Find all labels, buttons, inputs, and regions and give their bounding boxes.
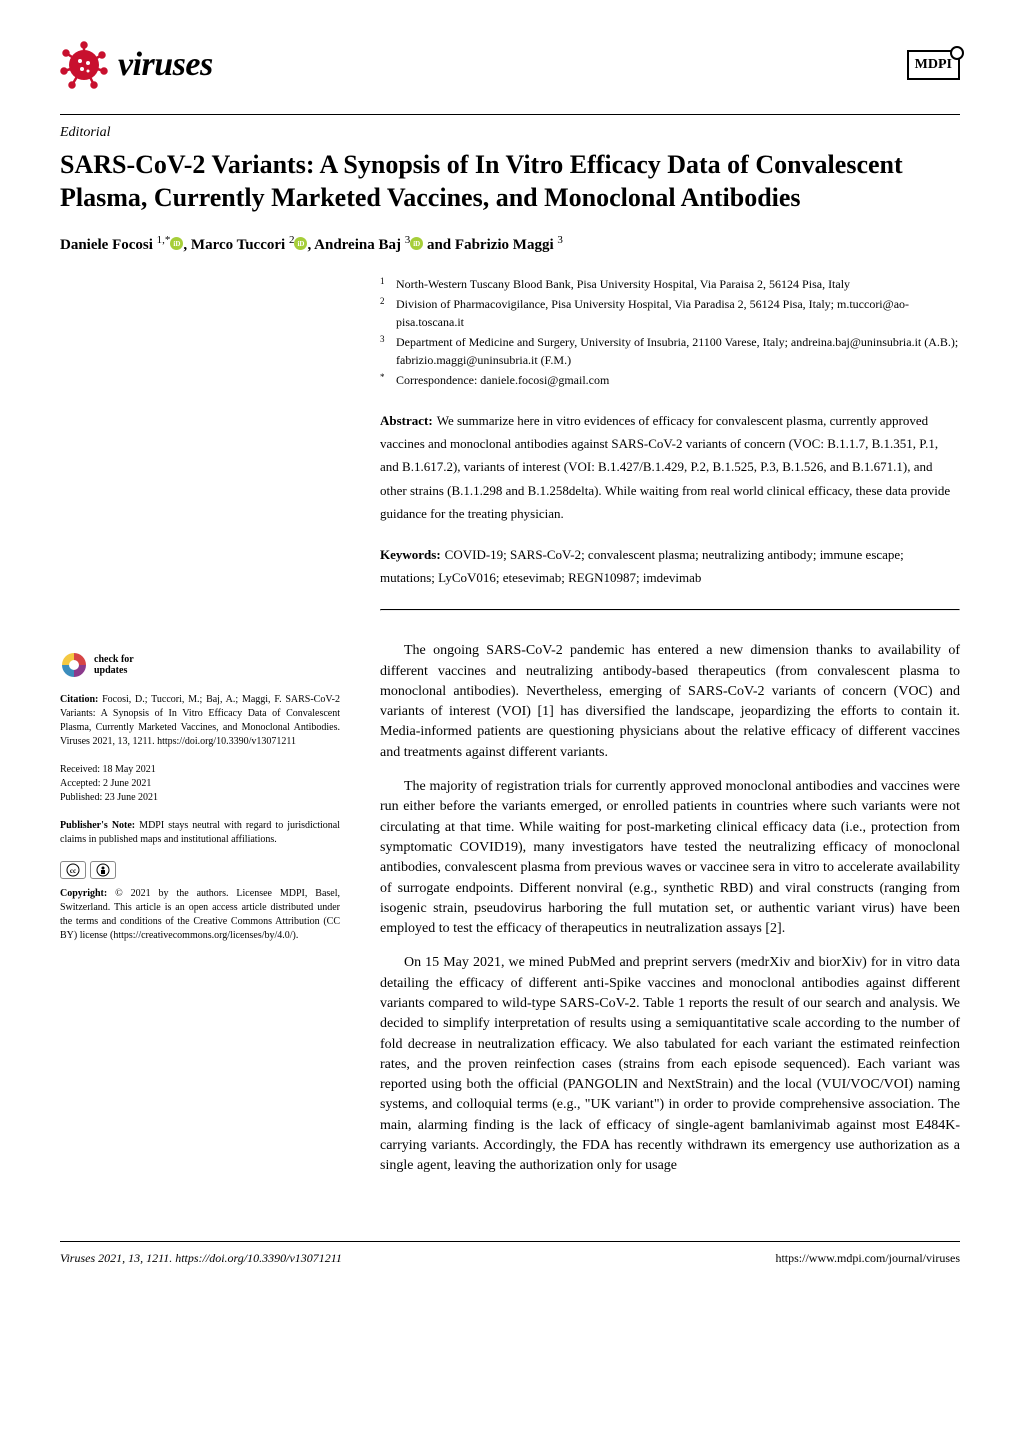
journal-logo: viruses [60,40,213,89]
abstract-text: We summarize here in vitro evidences of … [380,413,950,521]
received-date: Received: 18 May 2021 [60,763,340,777]
cc-icon: cc [60,861,86,879]
check-updates-label: check forupdates [94,654,134,676]
check-updates[interactable]: check forupdates [60,651,340,679]
orcid-icon[interactable] [170,237,183,250]
orcid-icon[interactable] [294,237,307,250]
affiliation-item: *Correspondence: daniele.focosi@gmail.co… [380,371,960,389]
affiliation-item: 1North-Western Tuscany Blood Bank, Pisa … [380,275,960,293]
affiliations: 1North-Western Tuscany Blood Bank, Pisa … [380,275,960,389]
sidebar: check forupdates Citation: Focosi, D.; T… [60,651,340,943]
accepted-date: Accepted: 2 June 2021 [60,777,340,791]
body-paragraph: On 15 May 2021, we mined PubMed and prep… [380,953,960,1176]
main-body: The ongoing SARS-CoV-2 pandemic has ente… [380,641,960,1176]
keywords-text: COVID-19; SARS-CoV-2; convalescent plasm… [380,547,904,585]
page-header: viruses MDPI Editorial SARS-CoV-2 Varian… [60,40,960,611]
keywords-label: Keywords: [380,547,441,562]
published-date: Published: 23 June 2021 [60,791,340,805]
citation-text: Focosi, D.; Tuccori, M.; Baj, A.; Maggi,… [60,694,340,747]
publisher-note: Publisher's Note: MDPI stays neutral wit… [60,819,340,847]
journal-name: viruses [118,40,213,89]
affiliation-item: 2Division of Pharmacovigilance, Pisa Uni… [380,295,960,331]
logo-row: viruses MDPI [60,40,960,89]
mdpi-logo: MDPI [907,50,960,80]
cc-badges: cc [60,861,340,879]
svg-text:cc: cc [70,867,76,875]
article-title: SARS-CoV-2 Variants: A Synopsis of In Vi… [60,148,960,216]
copyright-block: Copyright: © 2021 by the authors. Licens… [60,887,340,943]
body-paragraph: The majority of registration trials for … [380,777,960,939]
dates-block: Received: 18 May 2021 Accepted: 2 June 2… [60,763,340,805]
by-icon [90,861,116,879]
footer-url: https://www.mdpi.com/journal/viruses [775,1250,960,1267]
keywords-block: Keywords: COVID-19; SARS-CoV-2; convales… [380,543,960,589]
virus-icon [60,41,108,89]
publisher-note-label: Publisher's Note: [60,820,135,831]
footer-citation: Viruses 2021, 13, 1211. https://doi.org/… [60,1250,342,1267]
abstract-label: Abstract: [380,413,433,428]
check-updates-icon [60,651,88,679]
orcid-icon[interactable] [410,237,423,250]
body-paragraph: The ongoing SARS-CoV-2 pandemic has ente… [380,641,960,763]
copyright-label: Copyright: [60,888,107,899]
header-rule [60,114,960,115]
citation-label: Citation: [60,694,98,705]
abstract-block: Abstract: We summarize here in vitro evi… [380,409,960,525]
affiliation-item: 3Department of Medicine and Surgery, Uni… [380,333,960,369]
authors-line: Daniele Focosi 1,*, Marco Tuccori 2, And… [60,233,960,257]
page-footer: Viruses 2021, 13, 1211. https://doi.org/… [60,1241,960,1267]
article-type: Editorial [60,123,960,143]
citation-block: Citation: Focosi, D.; Tuccori, M.; Baj, … [60,693,340,749]
keywords-rule [380,609,960,611]
